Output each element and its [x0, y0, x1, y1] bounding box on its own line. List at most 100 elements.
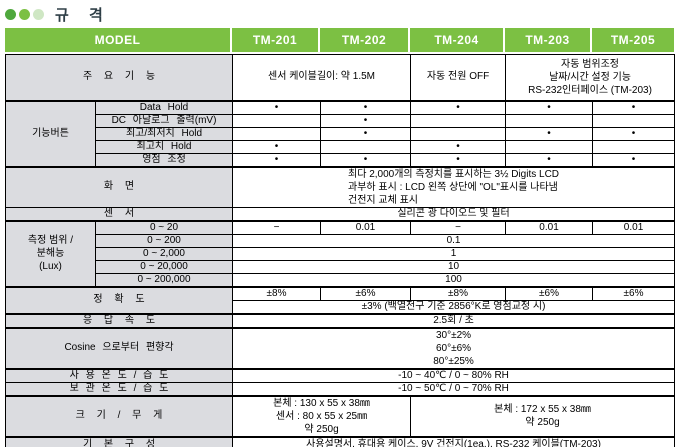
row-response: 응 답 속 도 2.5회 / 초 [4, 312, 676, 328]
row-range: 측정 범위 / 분해능 (Lux) 0 ~ 20 − 0.01 − 0.01 0… [5, 219, 676, 287]
spec-table-body: 주 요 기 능 센서 케이블길이: 약 1.5M 자동 전원 OFF 자동 범위… [4, 54, 676, 447]
resolution-value: 100 [232, 272, 676, 287]
row-composition: 기 본 구 성 사용설명서, 휴대용 케이스, 9V 건전지(1ea.), RS… [4, 435, 676, 447]
range-name: 0 ~ 20 [94, 219, 234, 235]
response-value: 2.5회 / 초 [232, 312, 676, 328]
row-main-function: 주 요 기 능 센서 케이블길이: 약 1.5M 자동 전원 OFF 자동 범위… [4, 54, 676, 101]
main-function-tm204: 자동 전원 OFF [410, 54, 507, 101]
row-cosine: Cosine 으로부터 편향각 30°±2% 60°±6% 80°±25% [4, 326, 676, 369]
size-line: 약 250g [525, 417, 560, 428]
main-function-line: 날짜/시간 설정 기능 [549, 71, 631, 83]
row-label-sensor: 센 서 [4, 206, 234, 221]
feature-dot: • [320, 113, 412, 128]
row-label-accuracy: 정 확 도 [4, 285, 234, 314]
function-button-name: DC 아날로그 출력(mV) [94, 113, 234, 128]
feature-dot: • [232, 139, 322, 154]
operating-temp-value: -10 ~ 40℃ / 0 ~ 80% RH [232, 367, 676, 383]
function-button-name: Data Hold [94, 99, 234, 115]
size-weight-tm204-203-205: 본체 : 172 x 55 x 38㎜ 약 250g [410, 394, 676, 437]
storage-temp-value: -10 ~ 50℃ / 0 ~ 70% RH [232, 381, 676, 396]
row-label-display: 화 면 [4, 165, 234, 208]
feature-dot [410, 113, 507, 128]
feature-dot: • [232, 152, 322, 167]
feature-dot [592, 139, 676, 154]
main-function-tm203-205: 자동 범위조정 날짜/시간 설정 기능 RS-232인터페이스 (TM-203) [505, 54, 676, 101]
row-function-button: 영점 조정 • • • • • [6, 152, 676, 167]
resolution-value: 1 [232, 246, 676, 261]
row-function-button: 최고치 Hold • • [6, 139, 676, 154]
cosine-line: 60°±6% [435, 342, 472, 354]
feature-dot: • [592, 152, 676, 167]
range-name: 0 ~ 20,000 [94, 259, 234, 274]
feature-dot: • [320, 99, 412, 115]
row-range: 0 ~ 200 0.1 [6, 233, 676, 248]
row-function-button: 기능버튼 Data Hold • • • • • [5, 99, 676, 167]
feature-dot: • [505, 99, 594, 115]
size-line: 본체 : 130 x 55 x 38㎜ [273, 397, 370, 409]
feature-dot: • [505, 126, 594, 141]
bullet-dot-dark-icon [5, 8, 16, 20]
row-range: 0 ~ 200,000 100 [6, 272, 676, 287]
display-line: 최다 2,000개의 측정치를 표시하는 3½ Digits LCD [348, 168, 560, 180]
spec-table-header: MODEL TM-201 TM-202 TM-204 TM-203 TM-205 [5, 28, 674, 52]
range-name: 0 ~ 200 [94, 233, 234, 248]
feature-dot [410, 126, 507, 141]
size-line: 약 250g [304, 423, 339, 435]
accuracy-value: ±8% [232, 285, 322, 301]
row-range: 0 ~ 20,000 10 [6, 259, 676, 274]
range-label-line: 측정 범위 / [27, 235, 74, 246]
function-button-name: 최고치 Hold [94, 139, 234, 154]
resolution-value: 10 [232, 259, 676, 274]
header-model: MODEL [5, 28, 232, 52]
row-label-operating-temp: 사 용 온 도 / 습 도 [4, 367, 234, 383]
display-line: 과부하 표시 : LCD 왼쪽 상단에 "OL"표시를 나타냄 [348, 181, 558, 193]
range-label-line: (Lux) [39, 261, 62, 272]
range-name: 0 ~ 200,000 [94, 272, 234, 287]
feature-dot: • [592, 126, 676, 141]
resolution-value: 0.01 [505, 219, 594, 235]
feature-dot [505, 113, 594, 128]
feature-dot: • [410, 139, 507, 154]
cosine-line: 30°±2% [435, 329, 472, 341]
header-tm204: TM-204 [410, 28, 505, 52]
header-row: MODEL TM-201 TM-202 TM-204 TM-203 TM-205 [5, 28, 674, 52]
feature-dot: • [410, 152, 507, 167]
feature-dot: • [320, 126, 412, 141]
row-label-function-buttons: 기능버튼 [5, 99, 96, 167]
row-sensor: 센 서 실리콘 광 다이오드 및 필터 [4, 206, 676, 221]
feature-dot: • [320, 152, 412, 167]
main-function-line: 자동 범위조정 [561, 58, 620, 70]
row-range: 0 ~ 2,000 1 [6, 246, 676, 261]
row-storage-temp: 보 관 온 도 / 습 도 -10 ~ 50℃ / 0 ~ 70% RH [4, 381, 676, 396]
composition-value: 사용설명서, 휴대용 케이스, 9V 건전지(1ea.), RS-232 케이블… [232, 435, 676, 447]
accuracy-value: ±8% [410, 285, 507, 301]
resolution-value: − [232, 219, 322, 235]
row-size-weight: 크 기 / 무 게 본체 : 130 x 55 x 38㎜ 센서 : 80 x … [4, 394, 676, 437]
resolution-value: − [410, 219, 507, 235]
header-tm201: TM-201 [232, 28, 320, 52]
row-label-cosine: Cosine 으로부터 편향각 [4, 326, 234, 369]
row-operating-temp: 사 용 온 도 / 습 도 -10 ~ 40℃ / 0 ~ 80% RH [4, 367, 676, 383]
range-label-line: 분해능 [36, 248, 65, 259]
resolution-value: 0.01 [592, 219, 676, 235]
function-button-name: 영점 조정 [94, 152, 234, 167]
row-label-composition: 기 본 구 성 [4, 435, 234, 447]
row-label-main-function: 주 요 기 능 [4, 54, 234, 101]
row-label-response: 응 답 속 도 [4, 312, 234, 328]
resolution-value: 0.01 [320, 219, 412, 235]
accuracy-value: ±6% [320, 285, 412, 301]
size-line: 센서 : 80 x 55 x 25㎜ [275, 410, 368, 422]
row-display: 화 면 최다 2,000개의 측정치를 표시하는 3½ Digits LCD 과… [4, 165, 676, 208]
display-line: 건전지 교체 표시 [348, 194, 418, 206]
feature-dot [505, 139, 594, 154]
row-accuracy: 정 확 도 ±8% ±6% ±8% ±6% ±6% [4, 285, 676, 314]
feature-dot [320, 139, 412, 154]
row-function-button: DC 아날로그 출력(mV) • [6, 113, 676, 128]
function-button-name: 최고/최저치 Hold [94, 126, 234, 141]
accuracy-value: ±6% [505, 285, 594, 301]
row-label-range: 측정 범위 / 분해능 (Lux) [5, 219, 96, 287]
header-tm203: TM-203 [505, 28, 592, 52]
page-title: 규 격 [55, 6, 104, 24]
accuracy-note: ±3% (백열전구 기준 2856°K로 영점교정 시) [232, 299, 676, 314]
